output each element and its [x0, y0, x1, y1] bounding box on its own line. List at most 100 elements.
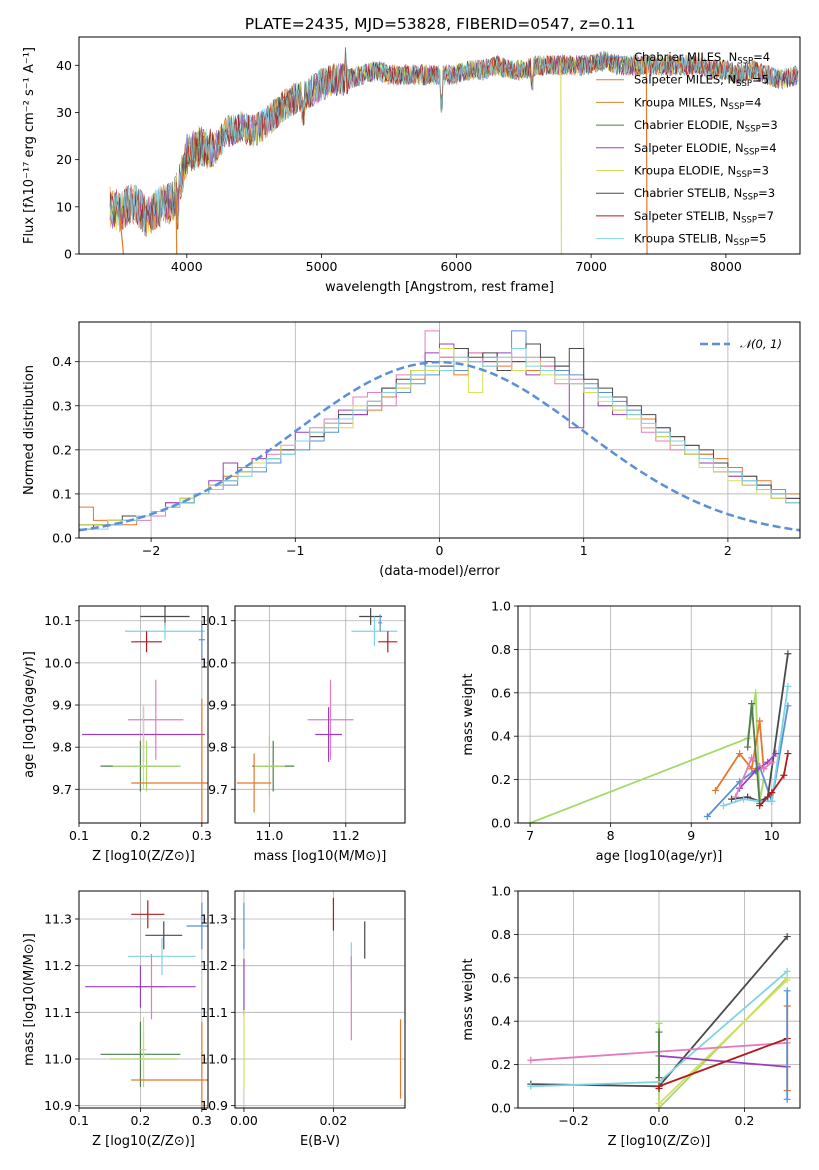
mass-weight-marker — [655, 1100, 663, 1108]
spectrum-axes: 4000 5000 6000 7000 8000 0 10 20 30 40 wavelength … — [22, 47, 742, 295]
mass-weight-marker — [783, 987, 791, 995]
mass_weight_vs_age-xtick-label: 9 — [687, 828, 695, 843]
legend-label: Chabrier STELIB, NSSP=3 — [634, 186, 775, 203]
mass-weight-marker — [744, 743, 752, 751]
spectrum-drop-line — [118, 211, 125, 254]
age_vs_z-ytick-label: 9.7 — [52, 782, 72, 797]
legend-label: Chabrier MILES, NSSP=4 — [634, 50, 770, 67]
spectrum-ylabel: Flux [fλ10⁻¹⁷ erg cm⁻² s⁻¹ A⁻¹] — [22, 47, 37, 244]
panels-group: 4000 5000 6000 7000 8000010203040wavelength … — [22, 36, 801, 1149]
age_vs_z-xtick-label: 0.3 — [192, 828, 212, 843]
mass_vs_z-xlabel: Z [log10(Z/Z⊙)] — [92, 1134, 195, 1149]
spectrum-ytick-label: 0 — [64, 247, 72, 262]
mass-weight-marker — [711, 786, 719, 794]
mass-weight-marker — [752, 689, 760, 697]
age_vs_mass-points — [236, 608, 398, 813]
mass-weight-marker — [703, 812, 711, 820]
spectrum-xlabel: wavelength [Angstrom, rest frame] — [325, 280, 554, 295]
age_vs_mass-ytick-label: 9.9 — [208, 698, 228, 713]
mass-weight-marker — [772, 750, 780, 758]
mass_weight_vs_age-ytick-label: 0.6 — [491, 685, 511, 700]
age_vs_mass-axes: 11.0 11.2 9.7 9.8 9.9 10.0 10.1 mass [log10(M/M… — [200, 606, 405, 864]
residuals-ytick-label: 0.1 — [52, 486, 72, 501]
mass-weight-marker — [728, 795, 736, 803]
residuals-xtick-label: 1 — [580, 543, 588, 558]
mass_weight_vs_z-ytick-label: 0.2 — [491, 1057, 511, 1072]
spectrum-legend: Chabrier MILES, NSSP=4 Salpeter MILES, NS… — [596, 50, 778, 248]
mass_weight_vs_z-ytick-label: 0.4 — [491, 1014, 511, 1029]
age_vs_z-ytick-label: 9.9 — [52, 698, 72, 713]
mass_vs_z-xtick-label: 0.1 — [69, 1113, 89, 1128]
mass_vs_ebv-points — [243, 898, 402, 1099]
residuals-ylabel: Normed distribution — [22, 365, 37, 495]
mass_vs_ebv-xtick-label: 0.00 — [230, 1113, 258, 1128]
mass-weight-marker — [784, 650, 792, 658]
age_vs_mass-xtick-label: 11.0 — [255, 828, 283, 843]
mass_vs_z-ytick-label: 10.9 — [44, 1098, 72, 1113]
mass_vs_z-points — [85, 900, 208, 1108]
normal-distribution-curve — [79, 360, 800, 532]
mass-weight-marker — [655, 1019, 663, 1027]
mass_weight_vs_z-xtick-label: −0.2 — [558, 1113, 588, 1128]
legend-label: Chabrier ELODIE, NSSP=3 — [634, 118, 778, 135]
age_vs_mass-ytick-label: 10.0 — [200, 655, 228, 670]
mass_weight_vs_z-ylabel: mass weight — [461, 958, 476, 1040]
age_vs_z-points — [82, 606, 208, 823]
residuals-xtick-label: −2 — [142, 543, 160, 558]
residuals-frame — [78, 321, 801, 539]
spectrum-drop-line — [560, 65, 563, 254]
mass_vs_ebv-xlabel: E(B-V) — [300, 1134, 340, 1149]
residual-histogram-step — [79, 343, 800, 530]
age_vs_z-xtick-label: 0.1 — [69, 828, 89, 843]
mass_weight_vs_age-xtick-label: 7 — [526, 828, 534, 843]
age_vs_z-ytick-label: 9.8 — [52, 740, 72, 755]
mass_vs_ebv-ytick-label: 10.9 — [200, 1098, 228, 1113]
spectrum-ytick-label: 20 — [56, 152, 72, 167]
mass_vs_ebv-ytick-label: 11.0 — [200, 1052, 228, 1067]
mass-weight-marker — [732, 793, 740, 801]
age_vs_mass-xtick-label: 11.2 — [332, 828, 360, 843]
mass_weight_vs_age-ytick-label: 1.0 — [491, 599, 511, 614]
age_vs_mass-xlabel: mass [log10(M/M⊙)] — [254, 849, 387, 864]
mass-weight-line — [759, 753, 789, 807]
mass-weight-marker — [736, 750, 744, 758]
mass-weight-marker — [768, 758, 776, 766]
mass_vs_z-xtick-label: 0.3 — [192, 1113, 212, 1128]
mass_vs_z-ylabel: mass [log10(M/M⊙)] — [22, 933, 37, 1066]
mass-weight-marker — [760, 765, 768, 773]
mass_vs_z-frame — [78, 890, 209, 1109]
spectrum-xtick-label: 5000 — [306, 259, 338, 274]
mass_vs_ebv-axes: 0.00 0.02 10.9 11.0 11.1 11.2 11.3 E(B-V) — [200, 891, 405, 1149]
mass-weight-marker — [768, 789, 776, 797]
age_vs_mass-frame — [234, 605, 406, 824]
residual-histogram-step — [79, 347, 800, 530]
spectrum-ytick-label: 10 — [56, 199, 72, 214]
mass_weight_vs_age-ylabel: mass weight — [461, 673, 476, 755]
legend-label: Kroupa STELIB, NSSP=5 — [634, 232, 766, 249]
spectrum-xtick-label: 6000 — [440, 259, 472, 274]
mass-weight-marker — [783, 933, 791, 941]
mass_vs_z-ytick-label: 11.0 — [44, 1052, 72, 1067]
spectrum-ytick-label: 30 — [56, 105, 72, 120]
spectrum-drop-line — [175, 194, 178, 254]
mass_vs_z-ytick-label: 11.2 — [44, 958, 72, 973]
spectrum-drop-line — [645, 65, 648, 254]
mass-weight-marker — [783, 976, 791, 984]
mass-weight-line — [658, 979, 788, 1105]
mass_vs_z-ytick-label: 11.3 — [44, 912, 72, 927]
mass-weight-marker — [756, 802, 764, 810]
age_vs_z-ytick-label: 10.1 — [44, 613, 72, 628]
mass-weight-marker — [526, 819, 534, 823]
residuals-axes: −2 −1 0 1 2 0.0 0.1 0.2 0.3 0.4 (data-model)/error… — [22, 322, 800, 579]
mass-weight-marker — [719, 802, 727, 810]
mass-weight-marker — [783, 967, 791, 975]
figure-title: PLATE=2435, MJD=53828, FIBERID=0547, z=0… — [245, 15, 635, 33]
residuals-xtick-label: 2 — [724, 543, 732, 558]
age_vs_mass-ytick-label: 9.8 — [208, 740, 228, 755]
mass-weight-marker — [655, 1074, 663, 1082]
mass-weight-line — [734, 756, 773, 798]
legend-label: Salpeter STELIB, NSSP=7 — [634, 209, 774, 226]
mass-weight-marker — [784, 750, 792, 758]
mass_weight_vs_age-ytick-label: 0.2 — [491, 772, 511, 787]
residuals-ytick-label: 0.3 — [52, 398, 72, 413]
